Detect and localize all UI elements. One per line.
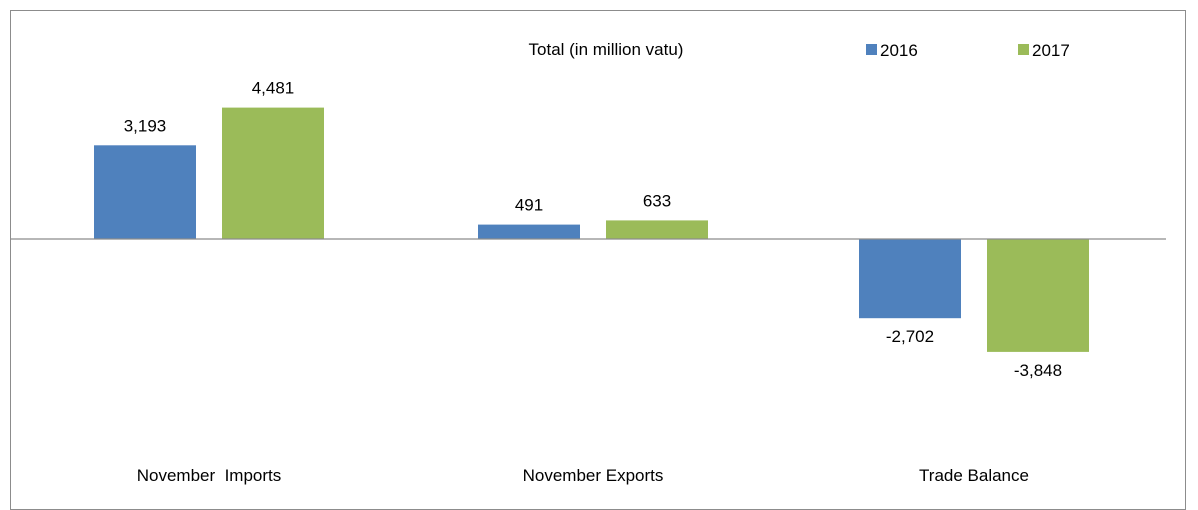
chart-title: Total (in million vatu) (529, 40, 684, 59)
category-label: November Imports (137, 466, 282, 485)
bars (94, 107, 1089, 352)
bar-2017-2 (987, 239, 1089, 352)
data-label-2016-2: -2,702 (886, 327, 934, 346)
data-label-2017-0: 4,481 (252, 79, 295, 98)
data-label-2016-0: 3,193 (124, 116, 167, 135)
legend-label-2016: 2016 (880, 41, 918, 60)
legend-label-2017: 2017 (1032, 41, 1070, 60)
legend-swatch-2017 (1018, 44, 1029, 55)
data-label-2016-1: 491 (515, 196, 543, 215)
trade-chart: Total (in million vatu) 2016 2017 3,193 4… (11, 40, 1166, 485)
data-label-2017-1: 633 (643, 191, 671, 210)
bar-2016-0 (94, 145, 196, 239)
bar-2017-0 (222, 107, 324, 239)
category-label: November Exports (523, 466, 664, 485)
bar-2016-2 (859, 239, 961, 319)
legend: 2016 2017 (866, 41, 1070, 60)
category-labels: November Imports November Exports Trade … (137, 466, 1029, 485)
data-labels: 3,193 491 -2,702 4,481 633 -3,848 (124, 79, 1062, 380)
category-label: Trade Balance (919, 466, 1029, 485)
bar-2016-1 (478, 224, 580, 239)
legend-swatch-2016 (866, 44, 877, 55)
data-label-2017-2: -3,848 (1014, 361, 1062, 380)
bar-2017-1 (606, 220, 708, 239)
